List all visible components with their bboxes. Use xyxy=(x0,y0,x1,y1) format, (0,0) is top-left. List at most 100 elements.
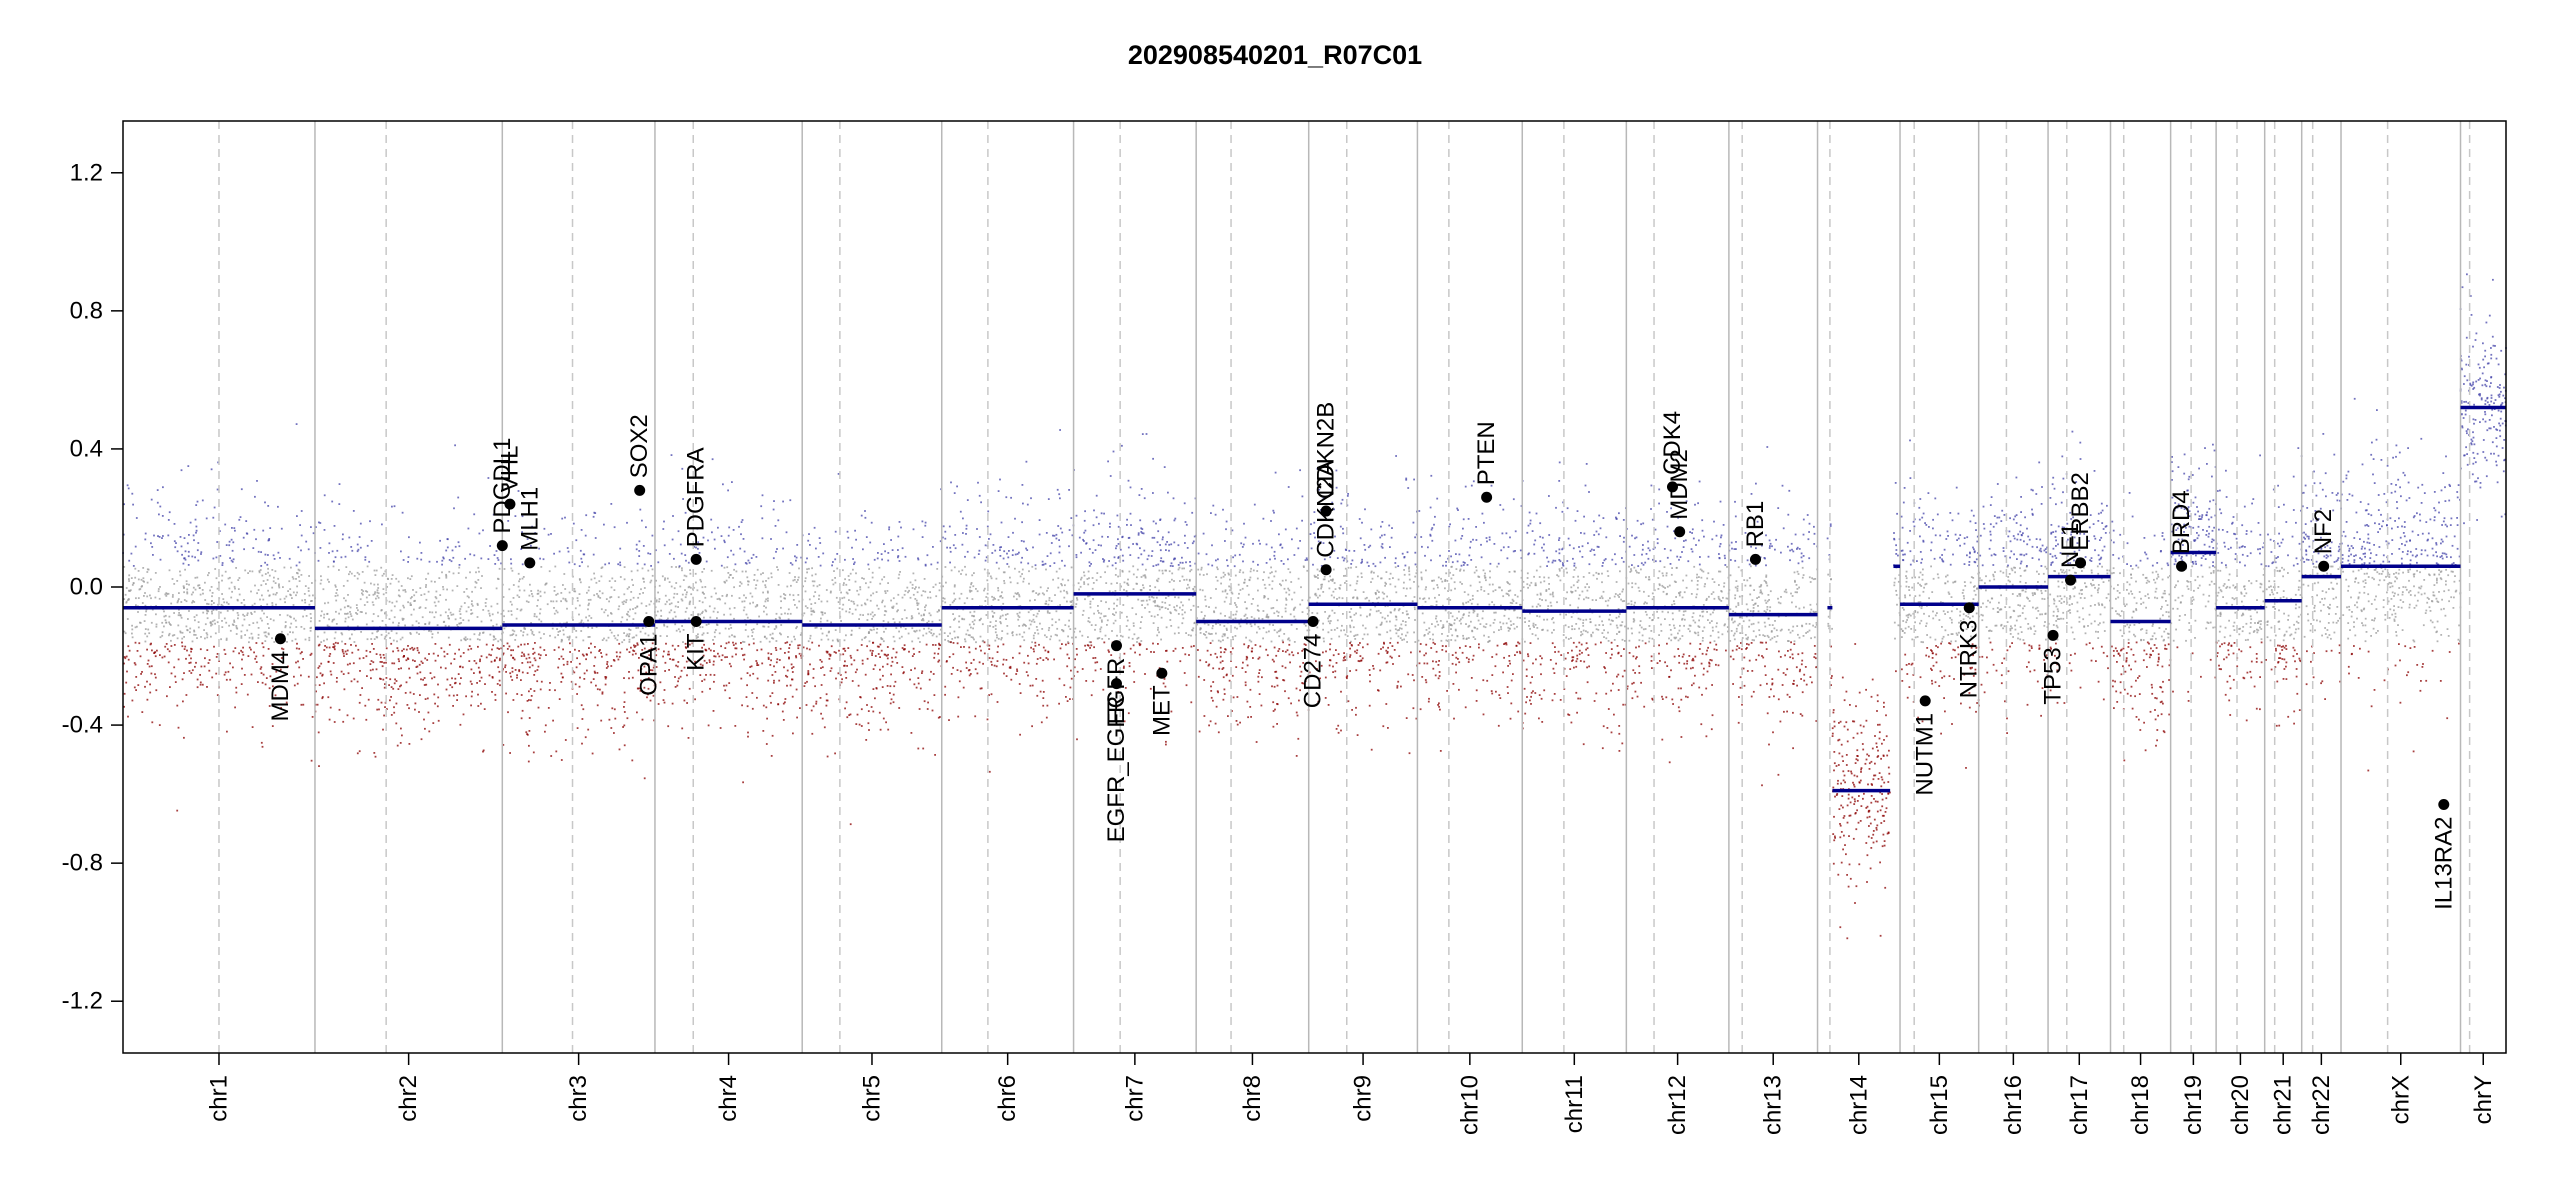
probe-point xyxy=(547,533,550,536)
probe-point xyxy=(173,612,175,614)
probe-point xyxy=(288,580,291,583)
probe-point xyxy=(296,515,298,517)
probe-point xyxy=(1016,582,1019,585)
probe-point xyxy=(562,584,564,586)
probe-point xyxy=(911,627,914,630)
probe-point xyxy=(645,526,647,529)
probe-point xyxy=(718,655,721,658)
probe-point xyxy=(475,662,478,665)
probe-point xyxy=(782,702,785,705)
probe-point xyxy=(1089,647,1091,649)
probe-point xyxy=(753,574,756,576)
probe-point xyxy=(931,709,934,712)
probe-point xyxy=(408,707,410,710)
probe-point xyxy=(1215,576,1218,578)
probe-point xyxy=(393,505,396,508)
probe-point xyxy=(636,711,638,714)
probe-point xyxy=(994,598,996,600)
probe-point xyxy=(850,663,853,666)
probe-point xyxy=(183,599,186,601)
probe-point xyxy=(439,594,442,596)
probe-point xyxy=(549,682,551,684)
probe-point xyxy=(232,558,235,561)
probe-point xyxy=(434,596,437,598)
probe-point xyxy=(1168,604,1171,606)
probe-point xyxy=(1103,641,1106,644)
probe-point xyxy=(196,678,199,681)
probe-point xyxy=(976,528,978,530)
probe-point xyxy=(623,677,625,679)
probe-point xyxy=(304,599,306,601)
probe-point xyxy=(847,575,850,577)
probe-point xyxy=(1140,640,1143,642)
probe-point xyxy=(1190,609,1192,611)
probe-point xyxy=(1109,526,1111,528)
probe-point xyxy=(200,553,202,555)
probe-point xyxy=(141,585,143,587)
probe-point xyxy=(1035,592,1038,594)
probe-point xyxy=(704,596,707,599)
probe-point xyxy=(1249,623,1252,625)
probe-point xyxy=(1158,631,1160,634)
probe-point xyxy=(958,615,961,618)
probe-point xyxy=(428,560,431,563)
probe-point xyxy=(268,705,271,707)
probe-point xyxy=(923,627,925,630)
probe-point xyxy=(273,641,276,643)
probe-point xyxy=(726,593,728,596)
probe-point xyxy=(1048,627,1051,629)
probe-point xyxy=(368,560,371,563)
probe-point xyxy=(710,569,713,572)
probe-point xyxy=(366,544,369,547)
probe-point xyxy=(980,617,982,620)
probe-point xyxy=(237,579,240,581)
probe-point xyxy=(728,697,731,699)
probe-point xyxy=(301,599,304,602)
probe-point xyxy=(969,586,972,589)
probe-point xyxy=(575,666,578,669)
probe-point xyxy=(1138,642,1141,645)
probe-point xyxy=(431,633,434,635)
probe-point xyxy=(543,649,546,651)
probe-point xyxy=(647,634,650,637)
probe-point xyxy=(125,681,128,684)
probe-point xyxy=(1079,585,1082,588)
probe-point xyxy=(739,581,742,583)
probe-point xyxy=(456,699,458,701)
probe-point xyxy=(1216,579,1219,582)
probe-point xyxy=(338,569,340,571)
probe-point xyxy=(390,686,393,688)
probe-point xyxy=(997,490,1000,492)
probe-point xyxy=(414,708,416,711)
probe-point xyxy=(632,584,634,586)
probe-point xyxy=(773,665,775,668)
probe-point xyxy=(1335,649,1337,651)
probe-point xyxy=(669,658,671,660)
probe-point xyxy=(470,647,473,650)
probe-point xyxy=(361,687,363,689)
probe-point xyxy=(353,678,356,681)
probe-point xyxy=(1163,678,1166,680)
probe-point xyxy=(765,606,767,609)
probe-point xyxy=(1121,444,1123,447)
probe-point xyxy=(1018,616,1021,618)
probe-point xyxy=(1068,545,1070,548)
probe-point xyxy=(596,593,598,595)
probe-point xyxy=(391,662,394,665)
probe-point xyxy=(1221,668,1224,670)
probe-point xyxy=(480,557,483,560)
probe-point xyxy=(521,709,524,712)
probe-point xyxy=(743,594,745,597)
probe-point xyxy=(460,622,462,624)
probe-point xyxy=(213,602,215,604)
probe-point xyxy=(128,598,130,601)
probe-point xyxy=(521,577,524,580)
probe-point xyxy=(148,665,151,668)
probe-point xyxy=(1177,564,1180,566)
probe-point xyxy=(397,624,400,627)
probe-point xyxy=(325,646,328,649)
probe-point xyxy=(550,533,552,535)
probe-point xyxy=(201,589,204,591)
probe-point xyxy=(283,597,286,600)
probe-point xyxy=(1120,611,1123,614)
